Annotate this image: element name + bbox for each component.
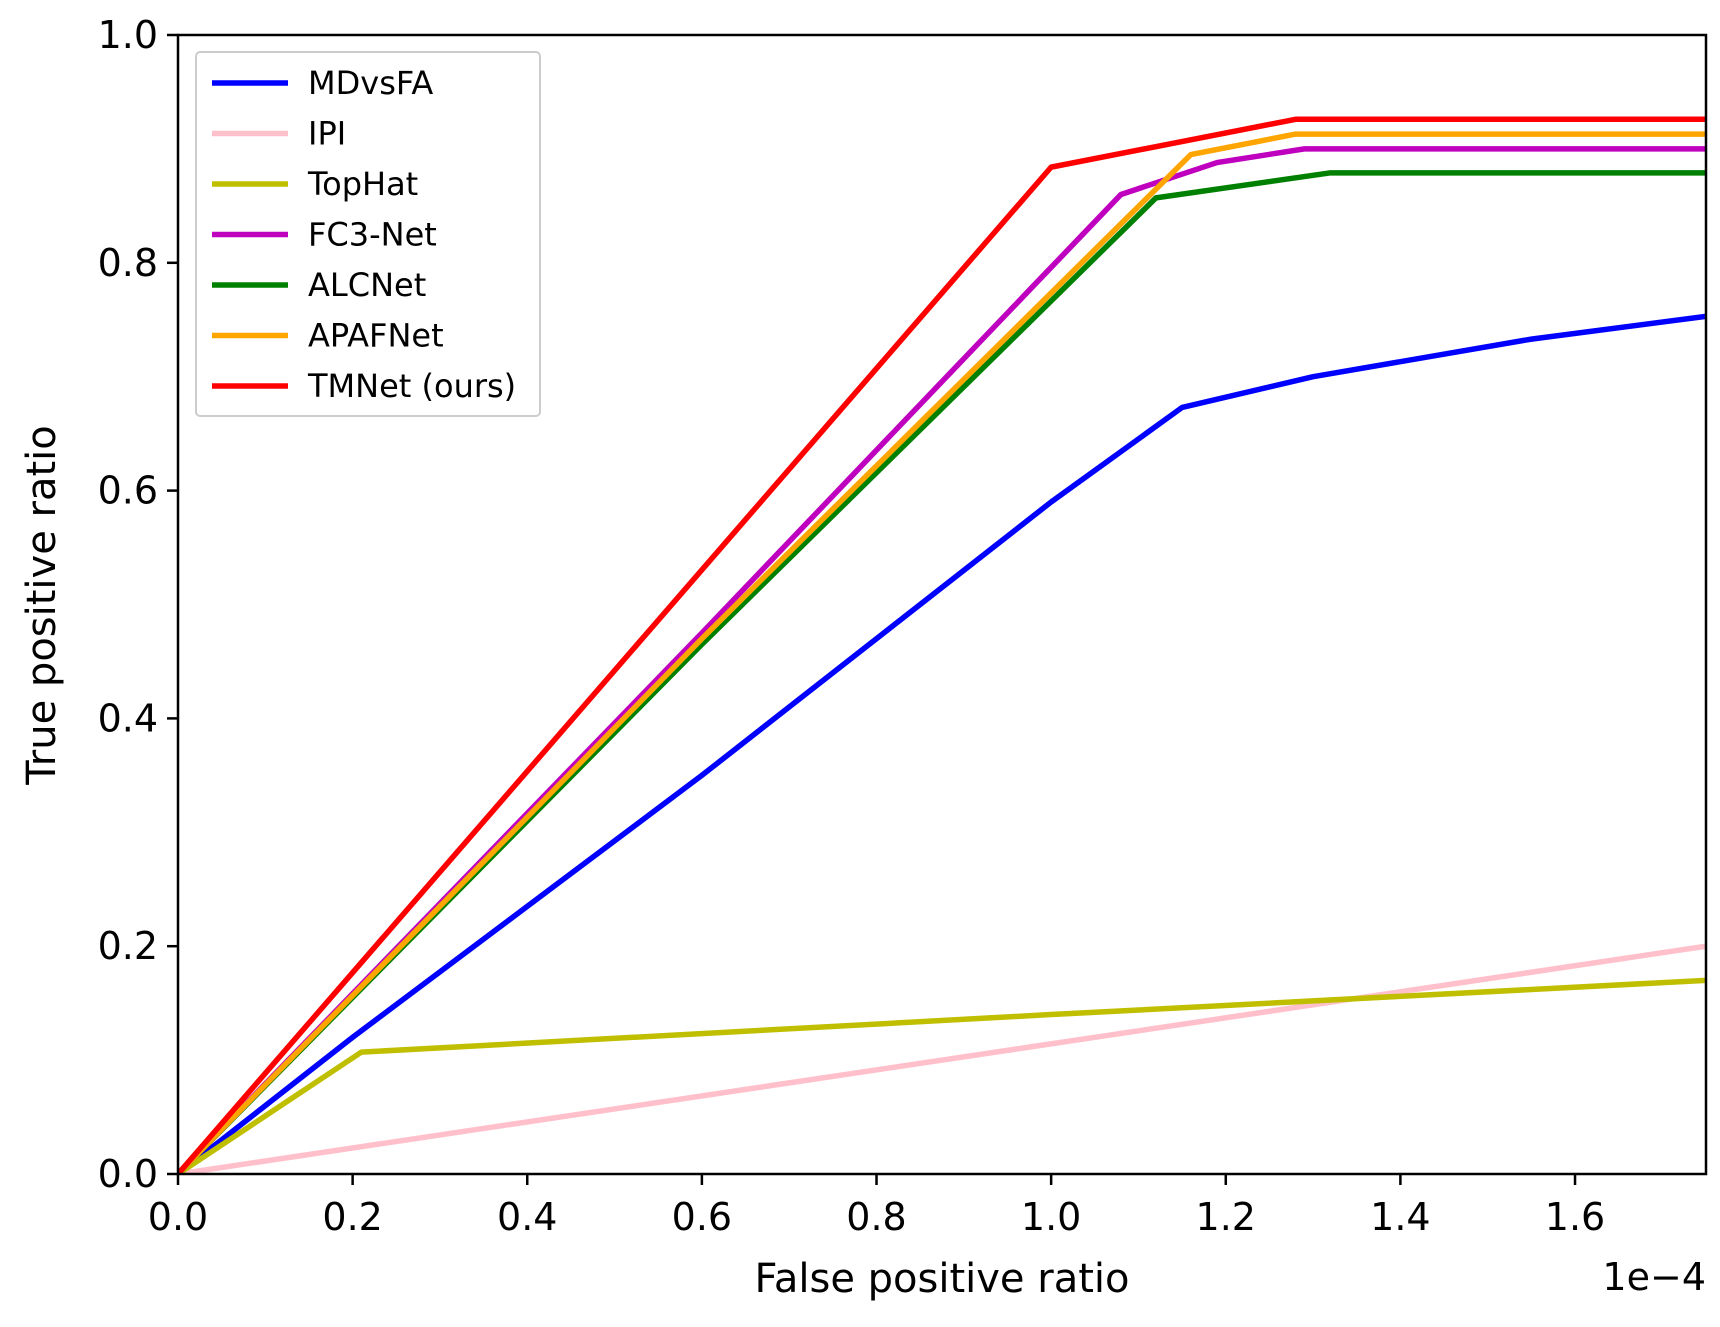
y-tick-label: 0.4 — [98, 696, 158, 740]
x-tick-label: 0.6 — [672, 1195, 732, 1239]
legend-label-ipi: IPI — [308, 115, 346, 153]
x-axis-offset-label: 1e−4 — [1602, 1255, 1706, 1299]
y-tick-label: 0.8 — [98, 241, 158, 285]
series-line-ipi — [178, 943, 1706, 1174]
legend-items: MDvsFA IPI TopHat FC3-Net ALCNet APAFNet TMNet… — [212, 64, 516, 405]
y-tick-label: 1.0 — [98, 13, 158, 57]
legend-label-tmnet-ours: TMNet (ours) — [307, 367, 516, 405]
x-tick-label: 0.2 — [322, 1195, 382, 1239]
series-line-apafnet — [178, 131, 1706, 1174]
series-line-fc3-net — [178, 146, 1706, 1174]
y-tick-label: 0.0 — [98, 1152, 158, 1196]
x-tick-label: 1.4 — [1370, 1195, 1430, 1239]
legend-box — [195, 51, 541, 417]
y-axis-label: True positive ratio — [19, 425, 65, 786]
legend-label-apafnet: APAFNet — [308, 317, 444, 355]
x-tick-label: 0.0 — [148, 1195, 208, 1239]
series-layer — [178, 116, 1706, 1174]
legend: MDvsFA IPI TopHat FC3-Net ALCNet APAFNet TMNet… — [195, 51, 541, 417]
series-line-mdvsfa — [178, 313, 1706, 1174]
series-line-tmnet-ours — [178, 116, 1706, 1174]
legend-label-alcnet: ALCNet — [308, 266, 426, 304]
x-tick-label: 1.0 — [1021, 1195, 1081, 1239]
x-tick-label: 1.6 — [1545, 1195, 1605, 1239]
x-tick-label: 0.4 — [497, 1195, 557, 1239]
y-tick-label: 0.2 — [98, 924, 158, 968]
legend-label-tophat: TopHat — [307, 165, 418, 203]
axes-frame — [176, 33, 1708, 1176]
x-axis-label: False positive ratio — [755, 1256, 1130, 1302]
x-tick-label: 0.8 — [846, 1195, 906, 1239]
legend-label-fc3-net: FC3-Net — [308, 216, 437, 254]
y-tick-label: 0.6 — [98, 469, 158, 513]
legend-label-mdvsfa: MDvsFA — [308, 64, 433, 102]
tick-layer: 0.0 0.2 0.4 0.6 0.8 1.0 1.2 1.4 1.6 0.0 0.2 0.4 0.6 0… — [98, 13, 1606, 1239]
series-line-tophat — [178, 977, 1706, 1174]
x-tick-label: 1.2 — [1196, 1195, 1256, 1239]
